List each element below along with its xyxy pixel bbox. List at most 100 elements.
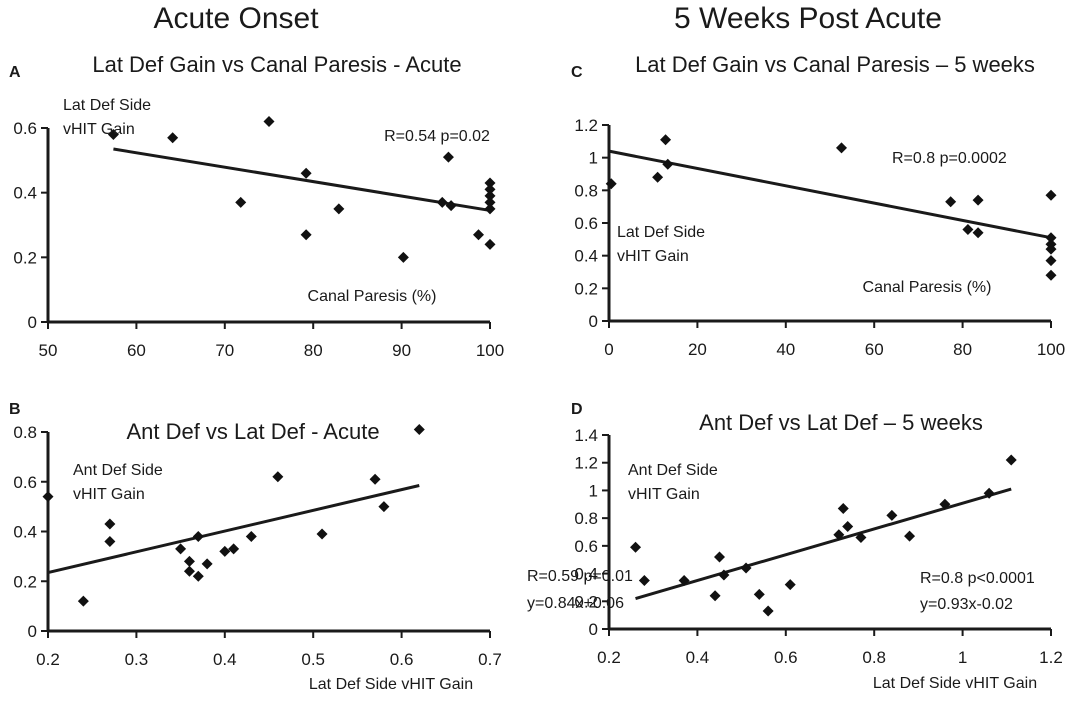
data-point <box>183 555 195 567</box>
data-point <box>107 128 119 140</box>
panel-title: Ant Def vs Lat Def - Acute <box>126 419 379 444</box>
y-tick-label: 0.2 <box>13 248 37 267</box>
data-point <box>378 501 390 513</box>
y-tick-label: 0.4 <box>13 523 37 542</box>
data-point <box>833 529 845 541</box>
x-tick-label: 50 <box>39 341 58 360</box>
data-point <box>904 530 916 542</box>
data-point <box>835 142 847 154</box>
panel-letter: A <box>9 64 21 81</box>
data-point <box>709 590 721 602</box>
data-point <box>484 203 496 215</box>
data-point <box>300 229 312 241</box>
panel-letter: D <box>571 401 583 418</box>
data-point <box>1005 454 1017 466</box>
stats-annotation: y=0.93x-0.02 <box>920 596 1013 613</box>
stats-annotation: R=0.54 p=0.02 <box>384 128 490 145</box>
trendline <box>113 147 491 212</box>
data-point <box>183 565 195 577</box>
data-point <box>235 196 247 208</box>
data-point <box>660 134 672 146</box>
data-point <box>753 588 765 600</box>
x-tick-label: 0.3 <box>125 650 149 669</box>
trendline <box>608 149 1052 240</box>
x-axis-label: Canal Paresis (%) <box>863 279 992 296</box>
x-tick-label: 0.6 <box>774 648 798 667</box>
data-point <box>784 579 796 591</box>
x-tick-label: 70 <box>215 341 234 360</box>
data-point <box>630 541 642 553</box>
y-tick-label: 0.4 <box>574 565 598 584</box>
data-point <box>1045 255 1057 267</box>
y-axis-label: vHIT Gain <box>617 248 689 265</box>
data-point <box>718 569 730 581</box>
data-point <box>192 570 204 582</box>
panel-letter: B <box>9 401 21 418</box>
data-point <box>886 509 898 521</box>
data-point <box>413 424 425 436</box>
panel-letter: C <box>571 64 583 81</box>
panel-c: C Lat Def Gain vs Canal Paresis – 5 weeks… <box>571 52 1065 359</box>
y-tick-label: 0 <box>589 312 598 331</box>
data-point <box>484 183 496 195</box>
stats-annotation: R=0.59 p=0.01 <box>527 568 633 585</box>
y-axis-label: vHIT Gain <box>73 486 145 503</box>
x-tick-label: 0.7 <box>478 650 502 669</box>
data-point <box>983 487 995 499</box>
data-point <box>445 200 457 212</box>
data-point <box>484 196 496 208</box>
y-tick-label: 1 <box>589 149 598 168</box>
data-point <box>442 151 454 163</box>
x-tick-label: 0.4 <box>213 650 237 669</box>
data-point <box>605 178 617 190</box>
data-point <box>300 167 312 179</box>
data-point <box>484 190 496 202</box>
data-point <box>855 532 867 544</box>
x-tick-label: 80 <box>304 341 323 360</box>
column-title-acute: Acute Onset <box>153 2 319 35</box>
stats-annotation: R=0.8 p=0.0002 <box>892 150 1007 167</box>
y-tick-label: 0 <box>28 313 37 332</box>
x-tick-label: 80 <box>953 340 972 359</box>
data-point <box>678 575 690 586</box>
data-point <box>175 543 187 555</box>
data-point <box>972 194 984 206</box>
x-tick-label: 1 <box>958 648 967 667</box>
data-point <box>42 491 54 503</box>
y-axis-label: vHIT Gain <box>63 121 135 138</box>
stats-annotation: R=0.8 p<0.0001 <box>920 570 1035 587</box>
data-point <box>1045 269 1057 281</box>
y-axis-label: Ant Def Side <box>628 462 718 479</box>
y-axis-label: Ant Def Side <box>73 462 163 479</box>
data-point <box>638 575 650 586</box>
panel-title: Ant Def vs Lat Def – 5 weeks <box>699 410 983 435</box>
data-point <box>436 196 448 208</box>
trendline <box>635 487 1012 600</box>
data-point <box>842 520 854 532</box>
y-tick-label: 0.6 <box>574 537 598 556</box>
x-tick-label: 100 <box>1037 340 1065 359</box>
y-tick-label: 0 <box>589 620 598 639</box>
y-axis-label: Lat Def Side <box>63 97 151 114</box>
panel-title: Lat Def Gain vs Canal Paresis – 5 weeks <box>635 52 1035 77</box>
data-point <box>272 471 284 483</box>
x-tick-label: 60 <box>865 340 884 359</box>
x-axis-label: Canal Paresis (%) <box>308 288 437 305</box>
panel-b: B Ant Def vs Lat Def - Acute 0.2 0.3 0.4 0.5 0… <box>9 401 633 693</box>
y-tick-label: 0.6 <box>574 214 598 233</box>
y-tick-label: 1.4 <box>574 426 598 445</box>
y-tick-label: 0.8 <box>13 423 37 442</box>
column-title-5-weeks: 5 Weeks Post Acute <box>674 2 942 35</box>
panel-title: Lat Def Gain vs Canal Paresis - Acute <box>92 52 461 77</box>
x-tick-label: 100 <box>476 341 504 360</box>
y-tick-label: 0.2 <box>13 572 37 591</box>
x-tick-label: 60 <box>127 341 146 360</box>
data-point <box>762 605 774 617</box>
data-point <box>77 595 89 607</box>
y-tick-label: 0.4 <box>574 247 598 266</box>
y-tick-label: 1.2 <box>574 116 598 135</box>
data-point <box>484 177 496 189</box>
data-point <box>484 238 496 250</box>
data-point <box>837 502 849 514</box>
x-tick-label: 90 <box>392 341 411 360</box>
